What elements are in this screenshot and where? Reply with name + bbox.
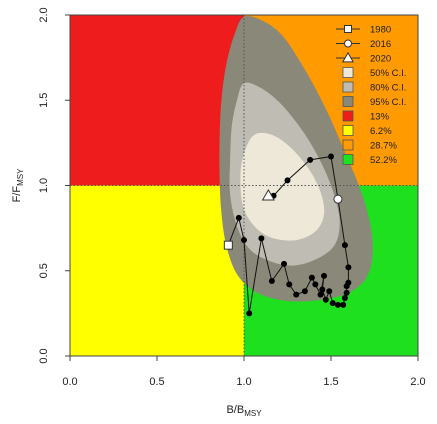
trajectory-point-23	[345, 279, 352, 286]
legend-item-7: 6.2%	[342, 125, 392, 137]
trajectory-point-5	[268, 277, 275, 284]
legend-swatch-6	[342, 110, 354, 122]
y-axis-title: F/FMSY	[11, 168, 25, 203]
year-markers	[223, 188, 343, 250]
quadrant-0	[70, 15, 244, 186]
marker-2020	[261, 188, 275, 201]
legend-label-4: 80% C.I.	[370, 83, 406, 94]
y-tick-label-3: 1.5	[38, 93, 50, 108]
x-tick-label-1: 0.5	[149, 376, 164, 388]
y-tick-label-1: 0.5	[38, 263, 50, 278]
legend-label-6: 13%	[370, 112, 390, 123]
legend: 1980 2016 2020 50% C.I. 80% C.I. 95% C.I. 13% 6…	[336, 25, 406, 166]
legend-label-5: 95% C.I.	[370, 97, 406, 108]
legend-marker-0	[344, 25, 352, 33]
legend-marker-2	[341, 51, 355, 63]
trajectory-point-13	[321, 272, 328, 279]
x-tick-label-0: 0.0	[62, 376, 77, 388]
legend-item-4: 80% C.I.	[342, 81, 406, 94]
legend-swatch-9	[342, 154, 354, 165]
y-axis-title-sub: MSY	[16, 168, 25, 186]
trajectory-point-16	[326, 288, 333, 295]
legend-item-1: 2016	[336, 39, 391, 50]
y-tick-label-4: 2.0	[38, 7, 50, 22]
legend-swatch-7	[342, 125, 354, 136]
trajectory-point-21	[343, 289, 350, 296]
legend-label-3: 50% C.I.	[370, 68, 406, 79]
legend-swatch-4	[342, 81, 354, 93]
trajectory-point-12	[317, 291, 324, 298]
legend-label-7: 6.2%	[370, 126, 392, 137]
legend-swatch-8	[342, 139, 354, 151]
legend-item-0: 1980	[336, 25, 391, 36]
quadrant-1	[70, 185, 244, 356]
trajectory-point-18	[334, 301, 341, 308]
x-axis-title-main: B/B	[226, 404, 244, 416]
legend-swatch-3	[342, 67, 354, 78]
trajectory-point-4	[258, 235, 265, 242]
legend-swatch-5	[342, 96, 354, 107]
y-tick-label-0: 0.0	[38, 348, 50, 363]
trajectory-point-1	[235, 214, 242, 221]
legend-label-0: 1980	[370, 25, 391, 36]
legend-label-2: 2020	[370, 54, 391, 65]
legend-item-6: 13%	[342, 110, 390, 123]
trajectory-point-11	[312, 281, 319, 288]
trajectory-point-15	[322, 296, 329, 303]
trajectory-point-17	[329, 300, 336, 307]
legend-label-9: 52.2%	[370, 155, 397, 166]
trajectory-point-20	[341, 295, 348, 302]
x-tick-label-3: 1.5	[323, 376, 338, 388]
y-axis: 0.0 0.5 1.0 1.5 2.0	[38, 7, 70, 364]
legend-item-2: 2020	[336, 51, 391, 65]
trajectory-point-28	[307, 156, 314, 163]
legend-item-8: 28.7%	[342, 139, 397, 152]
x-axis-title-sub: MSY	[244, 409, 262, 418]
legend-label-8: 28.7%	[370, 141, 397, 152]
legend-item-5: 95% C.I.	[342, 96, 406, 108]
trajectory-point-7	[286, 281, 293, 288]
x-axis: 0.0 0.5 1.0 1.5 2.0	[62, 356, 426, 388]
trajectory-point-24	[345, 264, 352, 271]
trajectory-point-10	[308, 274, 315, 281]
trajectory-point-14	[319, 286, 326, 293]
y-axis-title-main: F/F	[11, 186, 23, 203]
trajectory-point-19	[340, 301, 347, 308]
trajectory-point-2	[241, 237, 247, 244]
trajectory-point-8	[293, 291, 300, 298]
x-tick-label-2: 1.0	[236, 376, 251, 388]
trajectory-point-29	[284, 177, 291, 184]
marker-2016	[333, 194, 343, 204]
reference-lines	[70, 15, 418, 356]
x-axis-title: B/BMSY	[226, 404, 262, 418]
marker-1980	[223, 240, 233, 250]
x-tick-label-4: 2.0	[410, 376, 425, 388]
trajectory-point-9	[301, 288, 308, 295]
trajectory-point-3	[246, 310, 253, 317]
legend-marker-1	[344, 39, 352, 48]
trajectory-point-27	[328, 153, 334, 160]
trajectory-point-6	[281, 260, 288, 267]
legend-item-9: 52.2%	[342, 154, 397, 166]
trajectory-point-25	[341, 242, 348, 249]
legend-label-1: 2016	[370, 39, 391, 50]
legend-item-3: 50% C.I.	[342, 67, 406, 79]
y-tick-label-2: 1.0	[38, 178, 50, 193]
stock-trajectory	[225, 153, 352, 317]
